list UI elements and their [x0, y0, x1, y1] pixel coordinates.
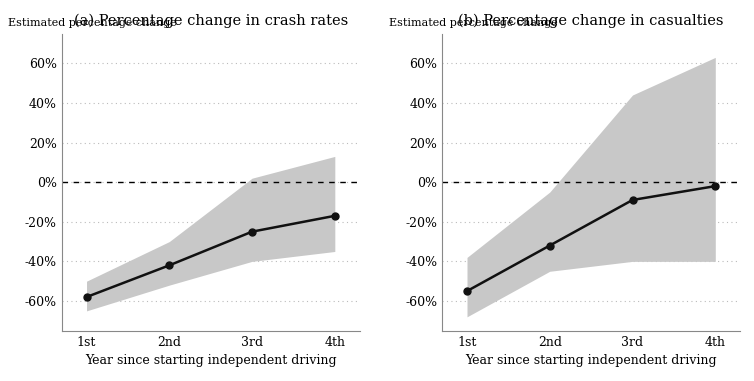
X-axis label: Year since starting independent driving: Year since starting independent driving	[85, 354, 336, 367]
Text: Estimated percentage change: Estimated percentage change	[388, 18, 557, 28]
Title: (b) Percentage change in casualties: (b) Percentage change in casualties	[458, 14, 724, 28]
X-axis label: Year since starting independent driving: Year since starting independent driving	[465, 354, 717, 367]
Title: (a) Percentage change in crash rates: (a) Percentage change in crash rates	[74, 14, 348, 28]
Text: Estimated percentage change: Estimated percentage change	[8, 18, 177, 28]
